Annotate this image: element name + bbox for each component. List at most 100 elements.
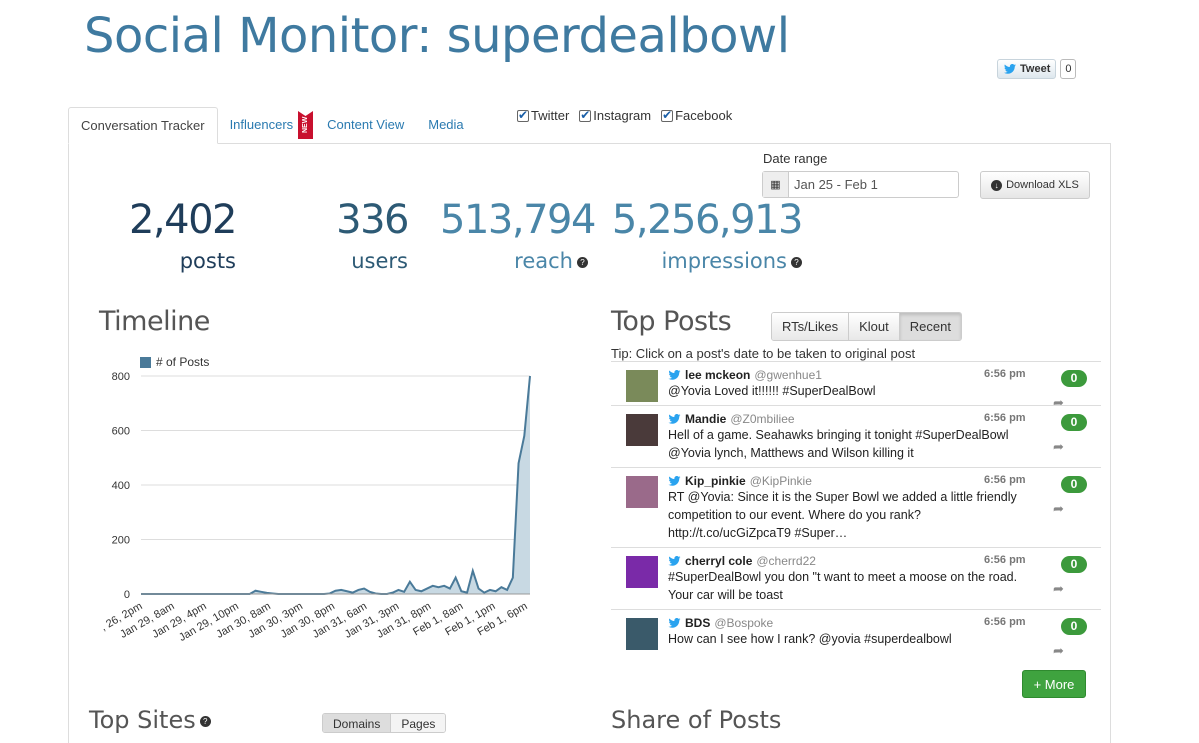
checkbox-facebook[interactable]: [661, 108, 674, 122]
filter-twitter-label: Twitter: [531, 108, 570, 123]
domains-button[interactable]: Domains: [323, 714, 392, 732]
calendar-icon[interactable]: ▦: [763, 172, 789, 197]
post-author[interactable]: lee mckeon: [685, 368, 751, 382]
post-handle: @KipPinkie: [749, 474, 812, 488]
post-author[interactable]: BDS: [685, 616, 711, 630]
twitter-bird-icon: [668, 414, 681, 424]
twitter-bird-icon: [1004, 64, 1016, 74]
network-filters: Twitter Instagram Facebook: [517, 108, 732, 123]
date-range-input[interactable]: ▦ Jan 25 - Feb 1: [762, 171, 959, 198]
stat-impressions-value: 5,256,913: [611, 197, 804, 243]
more-button[interactable]: + More: [1022, 670, 1086, 698]
top-sites-label: Top Sites: [89, 706, 196, 734]
post-time[interactable]: 6:56 pm: [984, 554, 1026, 566]
post-author[interactable]: cherryl cole: [685, 554, 753, 568]
tweet-button[interactable]: Tweet: [997, 59, 1057, 79]
download-icon: ↓: [991, 179, 1003, 191]
post-time[interactable]: 6:56 pm: [984, 474, 1026, 486]
post-time[interactable]: 6:56 pm: [984, 616, 1026, 628]
tab-influencers[interactable]: Influencers NEW: [218, 107, 316, 144]
stat-users: 336 users: [300, 197, 409, 273]
tab-influencers-label: Influencers: [229, 117, 294, 132]
y-tick-label: 800: [112, 371, 130, 383]
help-icon[interactable]: ?: [577, 256, 588, 268]
post-text: RT @Yovia: Since it is the Super Bowl we…: [668, 490, 1017, 540]
post-handle: @Z0mbiliee: [730, 412, 795, 426]
post-text: @Yovia Loved it!!!!!! #SuperDealBowl: [668, 384, 876, 398]
stat-posts-value: 2,402: [128, 197, 238, 243]
post-time[interactable]: 6:56 pm: [984, 368, 1026, 380]
main-panel: [68, 143, 1111, 743]
y-tick-label: 600: [112, 426, 130, 438]
tab-conversation-tracker[interactable]: Conversation Tracker: [68, 107, 218, 144]
stat-posts-label: posts: [179, 249, 236, 273]
share-of-posts-title: Share of Posts: [611, 706, 782, 734]
avatar[interactable]: [626, 556, 658, 588]
post-handle: @gwenhue1: [754, 368, 822, 382]
pages-button[interactable]: Pages: [391, 714, 446, 732]
help-icon[interactable]: ?: [791, 256, 802, 268]
stat-impressions-label: impressions: [661, 249, 787, 273]
post-item: Mandie @Z0mbiliee 6:56 pm Hell of a game. S…: [611, 405, 1101, 467]
top-sites-title: Top Sites?: [89, 706, 211, 734]
post-item: cherryl cole @cherrd22 6:56 pm #SuperDealBo…: [611, 547, 1101, 609]
share-icon[interactable]: ➦: [1053, 439, 1064, 454]
avatar[interactable]: [626, 414, 658, 446]
tab-content-view[interactable]: Content View: [327, 117, 405, 132]
stat-posts: 2,402 posts: [120, 197, 238, 273]
filter-facebook[interactable]: Facebook: [661, 108, 732, 123]
tab-bar: Conversation Tracker Influencers NEW Con…: [68, 107, 476, 144]
post-author[interactable]: Kip_pinkie: [685, 474, 746, 488]
filter-instagram[interactable]: Instagram: [579, 108, 651, 123]
filter-instagram-label: Instagram: [593, 108, 652, 123]
sort-rts-likes-button[interactable]: RTs/Likes: [772, 313, 850, 340]
share-icon[interactable]: ➦: [1053, 581, 1064, 596]
download-xls-button[interactable]: ↓ Download XLS: [980, 171, 1090, 199]
tweet-count: 0: [1060, 59, 1077, 79]
post-text: #SuperDealBowl you don "t want to meet a…: [668, 570, 1018, 602]
post-handle: @Bospoke: [714, 616, 774, 630]
tweet-label: Tweet: [1020, 63, 1051, 75]
top-posts-title: Top Posts: [611, 306, 732, 337]
tweet-widget: Tweet 0: [997, 59, 1077, 79]
share-icon[interactable]: ➦: [1053, 501, 1064, 516]
share-icon[interactable]: ➦: [1053, 643, 1064, 658]
filter-twitter[interactable]: Twitter: [517, 108, 569, 123]
chart-legend: # of Posts: [140, 355, 209, 369]
share-icon[interactable]: ➦: [1053, 395, 1064, 410]
post-text: How can I see how I rank? @yovia #superd…: [668, 632, 952, 646]
post-count-badge: 0: [1061, 556, 1087, 573]
checkbox-instagram[interactable]: [579, 108, 592, 122]
twitter-bird-icon: [668, 556, 681, 566]
sort-recent-button[interactable]: Recent: [899, 313, 961, 340]
avatar[interactable]: [626, 370, 658, 402]
y-tick-label: 400: [112, 480, 130, 492]
twitter-bird-icon: [668, 476, 681, 486]
tip-text: Tip: Click on a post's date to be taken …: [611, 346, 916, 361]
post-count-badge: 0: [1061, 618, 1087, 635]
post-item: Kip_pinkie @KipPinkie 6:56 pm RT @Yovia: Si…: [611, 467, 1101, 547]
tab-media[interactable]: Media: [428, 117, 464, 132]
filter-facebook-label: Facebook: [675, 108, 733, 123]
stat-reach-value: 513,794: [440, 197, 596, 243]
help-icon[interactable]: ?: [199, 715, 211, 727]
post-text: Hell of a game. Seahawks bringing it ton…: [668, 428, 1009, 460]
twitter-bird-icon: [668, 618, 681, 628]
checkbox-twitter[interactable]: [517, 108, 529, 122]
date-range-label: Date range: [763, 151, 828, 166]
post-item: BDS @Bospoke 6:56 pm How can I see how I ra…: [611, 609, 1101, 658]
stat-users-label: users: [351, 249, 408, 273]
stat-users-value: 336: [336, 197, 409, 243]
stat-reach: 513,794 reach?: [440, 197, 596, 273]
post-count-badge: 0: [1061, 476, 1087, 493]
post-time[interactable]: 6:56 pm: [984, 412, 1026, 424]
y-tick-label: 200: [112, 535, 130, 547]
post-author[interactable]: Mandie: [685, 412, 727, 426]
posts-list: lee mckeon @gwenhue1 6:56 pm @Yovia Loved i…: [611, 361, 1101, 658]
avatar[interactable]: [626, 618, 658, 650]
avatar[interactable]: [626, 476, 658, 508]
top-sites-button-group: Domains Pages: [322, 713, 447, 733]
sort-klout-button[interactable]: Klout: [849, 313, 900, 340]
sort-button-group: RTs/Likes Klout Recent: [771, 312, 962, 341]
